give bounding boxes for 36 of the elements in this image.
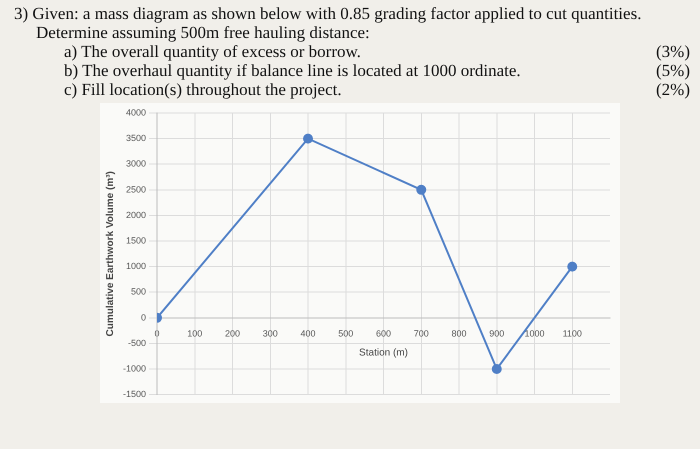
x-tick-label: 500 bbox=[338, 328, 354, 339]
point bbox=[416, 184, 426, 195]
x-axis-title: Station (m) bbox=[359, 347, 408, 358]
x-tick-label: 1100 bbox=[562, 328, 582, 339]
x-tick-label: 700 bbox=[414, 328, 429, 339]
y-axis-title: Cumulative Earthwork Volume (m³) bbox=[104, 171, 116, 337]
y-tick-label: 4000 bbox=[126, 107, 146, 118]
y-tick-label: 3500 bbox=[126, 133, 146, 144]
y-tick-label: -500 bbox=[128, 338, 146, 348]
text: b) The overhaul quantity if balance line is located at 1000 ordinate. bbox=[64, 61, 522, 80]
text: a) The overall quantity of excess or borrow. bbox=[64, 42, 362, 61]
x-tick-label: 200 bbox=[225, 328, 240, 339]
y-tick-label: 1500 bbox=[126, 235, 146, 246]
point bbox=[492, 364, 502, 374]
point bbox=[567, 262, 578, 272]
text: (2%) bbox=[656, 80, 690, 99]
x-tick-label: 600 bbox=[376, 328, 392, 339]
x-tick-label: 800 bbox=[451, 328, 467, 339]
y-tick-label: 3000 bbox=[126, 158, 146, 169]
y-tick-label: 2000 bbox=[126, 210, 146, 220]
y-tick-label: 1000 bbox=[126, 261, 146, 272]
text: c) Fill location(s) throughout the project. bbox=[64, 80, 343, 99]
y-tick-label: 0 bbox=[141, 312, 146, 322]
x-tick-label: 400 bbox=[300, 328, 316, 339]
y-tick-label: -1000 bbox=[122, 363, 146, 374]
y-tick-label: 500 bbox=[130, 286, 146, 297]
x-tick-label: 900 bbox=[489, 328, 504, 339]
chart-title: 3) Given: a mass diagram as shown below with 0.85 grading factor applied to cut quantities. Determine assuming 500m free hauling distance: bbox=[14, 4, 642, 42]
x-tick-label: 300 bbox=[262, 328, 278, 339]
x-tick-label: 1000 bbox=[524, 328, 545, 339]
text: (3%) bbox=[656, 42, 690, 61]
x-tick-label: 100 bbox=[187, 328, 202, 339]
y-tick-label: -1500 bbox=[122, 389, 146, 400]
point bbox=[303, 134, 314, 144]
text: (5%) bbox=[656, 61, 690, 80]
y-tick-label: 2500 bbox=[126, 184, 146, 194]
